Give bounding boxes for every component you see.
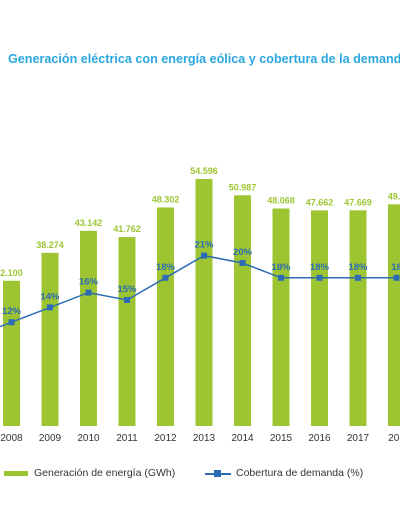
coverage-point-2017 <box>355 274 361 281</box>
x-tick-label-2011: 2011 <box>116 433 138 444</box>
bar-2010 <box>80 230 97 426</box>
bar-label-2008: 2.100 <box>0 268 23 278</box>
bar-2016 <box>311 210 328 426</box>
bar-value-labels: 2.100 38.274 43.142 41.762 48.302 54.596 50.98… <box>0 166 400 278</box>
line-value-labels: 12% 14% 16% 15% 18% 21% 20% 18% 18% 18% 18 <box>2 240 400 318</box>
bar-label-2015: 48.068 <box>267 196 295 206</box>
legend-item-generacion: Generación de energía (GWh) <box>4 467 175 479</box>
coverage-label-2009: 14% <box>40 291 60 302</box>
legend-line-swatch <box>205 469 231 478</box>
bar-2008 <box>3 280 20 426</box>
legend-label-generacion: Generación de energía (GWh) <box>34 467 176 479</box>
line-series <box>0 252 400 328</box>
coverage-line <box>0 254 397 328</box>
x-tick-label-2009: 2009 <box>39 433 62 444</box>
x-axis-tick-labels: 2008 2009 2010 2011 2012 2013 2014 2015 2016 2017… <box>0 433 400 444</box>
coverage-point-2008 <box>8 319 15 326</box>
coverage-label-2017: 18% <box>348 262 368 273</box>
coverage-label-2013: 21% <box>194 240 214 251</box>
bar-label-2011: 41.762 <box>113 224 141 234</box>
bar-2013 <box>195 179 213 426</box>
x-tick-label-2012: 2012 <box>154 433 177 444</box>
bar-2014 <box>234 195 251 426</box>
x-tick-label-2010: 2010 <box>77 433 100 444</box>
x-tick-label-2016: 2016 <box>308 433 331 444</box>
coverage-point-2016 <box>316 274 323 281</box>
coverage-label-2008: 12% <box>2 306 22 317</box>
coverage-point-2014 <box>239 260 246 266</box>
coverage-point-2018 <box>393 274 400 281</box>
coverage-label-2018: 18 <box>391 262 400 273</box>
x-tick-label-2014: 2014 <box>231 433 254 444</box>
bar-label-2012: 48.302 <box>152 194 180 204</box>
bar-2017 <box>349 210 367 426</box>
bar-2015 <box>272 208 290 426</box>
bar-label-2014: 50.987 <box>229 182 257 192</box>
coverage-label-2012: 18% <box>156 262 176 273</box>
bar-2009 <box>41 252 59 426</box>
coverage-point-2010 <box>85 289 92 296</box>
coverage-label-2010: 16% <box>79 277 99 288</box>
bar-label-2009: 38.274 <box>36 240 64 250</box>
x-tick-label-201: 201 <box>388 433 400 444</box>
bar-2018 <box>388 204 400 426</box>
coverage-point-2011 <box>124 297 130 303</box>
x-tick-label-2013: 2013 <box>193 433 216 444</box>
bar-label-2018: 49.0 <box>388 191 400 201</box>
legend-bar-swatch <box>4 470 28 476</box>
bar-label-2016: 47.662 <box>306 197 334 207</box>
coverage-point-2015 <box>278 274 284 281</box>
bar-2012 <box>157 207 174 426</box>
coverage-label-2016: 18% <box>310 262 330 273</box>
bar-label-2010: 43.142 <box>75 218 103 228</box>
coverage-label-2014: 20% <box>233 247 253 258</box>
bar-series <box>3 179 400 426</box>
chart-title: Generación eléctrica con energía eólica … <box>8 52 400 66</box>
coverage-label-2015: 18% <box>271 262 291 273</box>
coverage-point-2009 <box>47 304 53 311</box>
coverage-point-2013 <box>201 252 207 259</box>
bar-label-2013: 54.596 <box>190 166 218 176</box>
legend-item-cobertura: Cobertura de demanda (%) <box>205 467 363 479</box>
x-tick-label-2008: 2008 <box>0 433 23 444</box>
x-tick-label-2015: 2015 <box>270 433 293 444</box>
coverage-point-2012 <box>162 274 169 281</box>
bar-label-2017: 47.669 <box>344 197 372 207</box>
x-tick-label-2017: 2017 <box>347 433 370 444</box>
bar-2011 <box>118 237 136 426</box>
legend-label-cobertura: Cobertura de demanda (%) <box>236 467 364 479</box>
coverage-label-2011: 15% <box>117 284 137 295</box>
